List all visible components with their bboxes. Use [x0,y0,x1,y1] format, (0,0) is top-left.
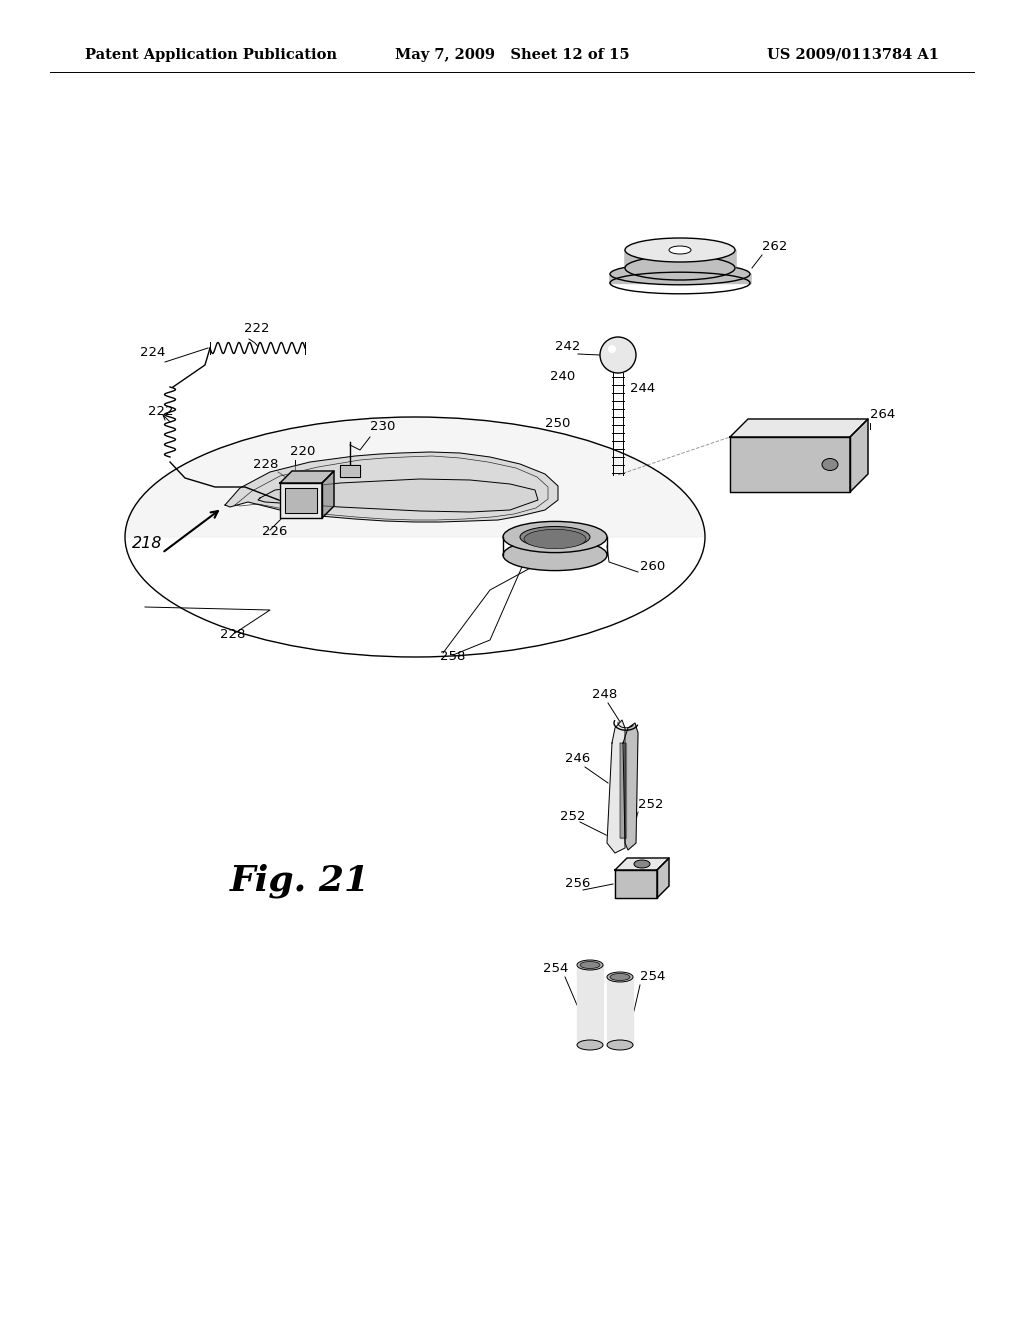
Ellipse shape [625,256,735,280]
Text: 220: 220 [290,445,315,458]
Polygon shape [615,858,669,870]
Text: 256: 256 [565,876,591,890]
Polygon shape [607,977,633,1045]
Text: 248: 248 [592,688,617,701]
Text: 260: 260 [640,560,666,573]
Text: 226: 226 [262,525,288,539]
Polygon shape [340,465,360,477]
Ellipse shape [577,960,603,970]
Ellipse shape [669,246,691,253]
FancyBboxPatch shape [340,465,360,477]
Ellipse shape [524,529,586,549]
Text: 246: 246 [565,752,590,766]
Text: 218: 218 [132,536,163,550]
Text: 250: 250 [545,417,570,430]
Polygon shape [577,965,603,1045]
Text: 242: 242 [555,341,581,352]
Text: 244: 244 [630,381,655,395]
Text: 228: 228 [253,458,278,471]
Text: Fig. 21: Fig. 21 [230,863,370,898]
Text: 240: 240 [550,370,575,383]
Polygon shape [258,479,538,512]
Polygon shape [850,418,868,492]
Polygon shape [657,858,669,898]
Polygon shape [322,471,334,517]
Polygon shape [730,418,868,437]
Polygon shape [225,451,558,521]
Polygon shape [623,723,638,850]
Text: 254: 254 [543,962,568,975]
Text: May 7, 2009   Sheet 12 of 15: May 7, 2009 Sheet 12 of 15 [394,48,630,62]
Polygon shape [280,483,322,517]
Polygon shape [285,488,317,513]
Text: 264: 264 [870,408,895,421]
Text: 222: 222 [148,405,173,418]
Ellipse shape [503,540,607,570]
Text: 262: 262 [762,240,787,253]
Ellipse shape [607,1040,633,1049]
Text: 252: 252 [560,810,586,822]
Text: 254: 254 [640,970,666,983]
Ellipse shape [610,263,750,285]
Circle shape [600,337,636,374]
Polygon shape [625,249,735,268]
Ellipse shape [520,527,590,548]
Polygon shape [280,471,334,483]
Text: 230: 230 [370,420,395,433]
Text: Patent Application Publication: Patent Application Publication [85,48,337,62]
Polygon shape [620,743,626,838]
Polygon shape [730,437,850,492]
Polygon shape [607,719,625,853]
Text: 224: 224 [140,346,165,359]
Text: 222: 222 [244,322,269,335]
Ellipse shape [822,458,838,470]
Ellipse shape [577,1040,603,1049]
Circle shape [608,345,616,352]
Text: 252: 252 [638,799,664,810]
Text: 258: 258 [440,649,465,663]
Ellipse shape [607,972,633,982]
Ellipse shape [634,861,650,869]
Ellipse shape [610,974,630,981]
Ellipse shape [625,238,735,261]
Polygon shape [615,870,657,898]
Polygon shape [125,417,705,537]
Ellipse shape [580,961,600,969]
Text: US 2009/0113784 A1: US 2009/0113784 A1 [767,48,939,62]
Ellipse shape [503,521,607,553]
Text: 228: 228 [220,628,246,642]
Polygon shape [610,275,750,282]
